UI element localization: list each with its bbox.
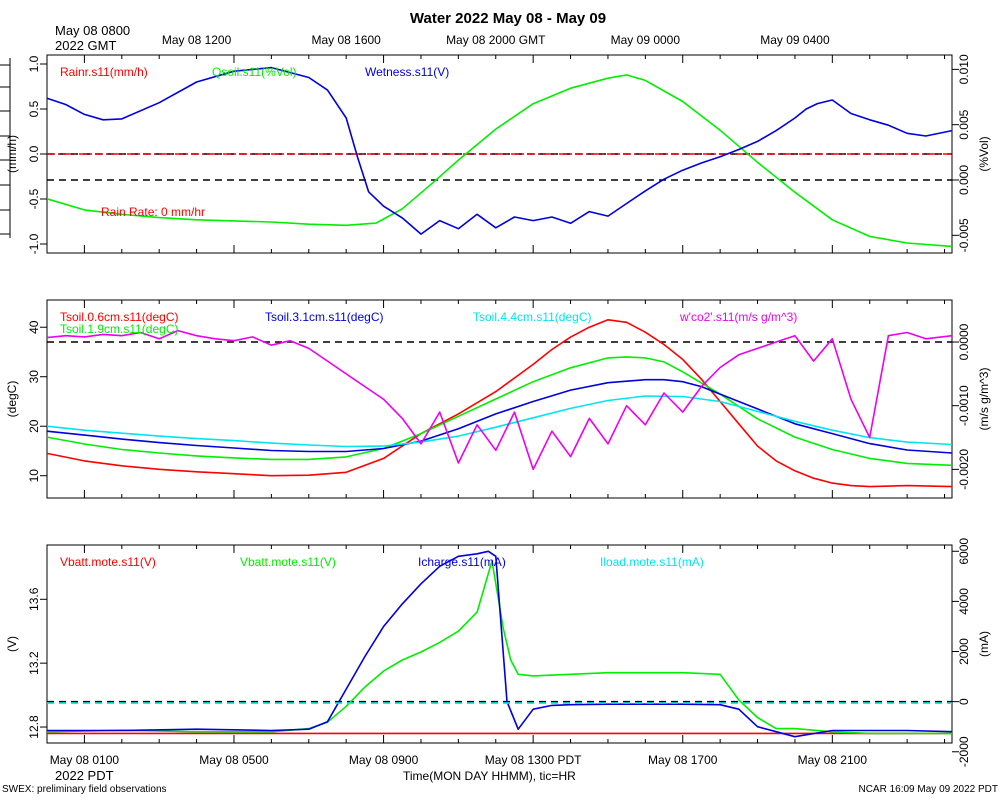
panel3-y-right-axis-label: (mA) (977, 631, 991, 657)
top-axis-corner-label-1: May 08 0800 (55, 23, 130, 38)
panel1-series-line (46, 74, 953, 248)
top-axis-tick-label: May 08 1200 (162, 33, 232, 47)
panel1-y-left-tick-label: 0.5 (27, 100, 41, 117)
panel3-legend-entry: Iload.mote.s11(mA) (600, 555, 704, 569)
bottom-axis-tick-label: May 08 1300 PDT (485, 753, 582, 767)
panel3-y-right-tick-label: 4000 (957, 588, 971, 615)
panel3-frame (46, 544, 953, 744)
panel3-series-line (46, 560, 952, 735)
panel2-series-line (46, 329, 953, 471)
panel3-legend-entry: Icharge.s11(mA) (418, 555, 506, 569)
panel2-series-line (46, 356, 953, 467)
panel3-y-right-tick-label: 2000 (957, 638, 971, 665)
top-axis-tick-label: May 08 2000 GMT (446, 33, 546, 47)
panel2-frame (46, 299, 953, 499)
bottom-axis-tick-label: May 08 2100 (798, 753, 868, 767)
panel1-y-right-tick-label: 0.005 (957, 109, 971, 139)
panel2-legend-entry: Tsoil.0.6cm.s11(degC) (60, 310, 179, 324)
panel3-series-line (47, 550, 953, 738)
panel2-y-right-tick-label: -0.0010 (957, 385, 971, 426)
panel1-y-right-tick-label: 0.000 (957, 165, 971, 195)
panel2-series-line (46, 318, 953, 488)
panel2-legend-entry: w'co2'.s11(m/s g/m^3) (679, 310, 797, 324)
panel3-y-right-tick-label: 6000 (957, 538, 971, 565)
panel2-series-line (46, 378, 953, 454)
bottom-axis-tick-label: May 08 0900 (349, 753, 419, 767)
panel2-y-right-axis-label: (m/s g/m^3) (977, 368, 991, 431)
panel1-annotation: Rain Rate: 0 mm/hr (101, 205, 205, 219)
panel3-y-left-axis-label: (V) (5, 636, 19, 652)
footer-left: SWEX: preliminary field observations (2, 784, 167, 795)
panel3-y-left-tick-label: 12.8 (27, 715, 41, 739)
bottom-axis-year-label: 2022 PDT (55, 768, 114, 783)
panel2-legend-entry: Tsoil.3.1cm.s11(degC) (265, 310, 384, 324)
panel1-y-left-axis-label: (mm/h) (5, 135, 19, 173)
top-axis-tick-label: May 09 0400 (760, 33, 830, 47)
top-axis-tick-label: May 08 1600 (311, 33, 381, 47)
panel3-legend-entry: Vbatt.mote.s11(V) (60, 555, 156, 569)
panel1-y-left-tick-label: 0.0 (27, 145, 41, 162)
bottom-axis-tick-label: May 08 0100 (50, 753, 120, 767)
panel3-y-right-tick-label: -2000 (957, 736, 971, 767)
panel2-y-left-tick-label: 40 (27, 320, 41, 334)
panel2-y-right-tick-label: 0.0000 (957, 323, 971, 360)
panel2-y-left-tick-label: 20 (27, 419, 41, 433)
bottom-axis-tick-label: May 08 1700 (648, 753, 718, 767)
panel1-y-right-axis-label: (%Vol) (977, 136, 991, 171)
panel3-y-left-tick-label: 13.6 (27, 587, 41, 611)
panel3-legend-entry: Vbatt.mote.s11(V) (240, 555, 336, 569)
panel2-y-left-tick-label: 30 (27, 370, 41, 384)
panel1-legend-entry: Qsoil.s11(%Vol) (212, 65, 296, 79)
panel1-legend-entry: Rainr.s11(mm/h) (60, 65, 148, 79)
chart-title: Water 2022 May 08 - May 09 (410, 10, 606, 27)
panel2-legend-entry: Tsoil.4.4cm.s11(degC) (473, 310, 592, 324)
panel1-y-left-tick-label: -1.0 (27, 233, 41, 254)
panel2-y-left-tick-label: 10 (27, 469, 41, 483)
panel1-legend-entry: Wetness.s11(V) (365, 65, 449, 79)
panel3-y-right-tick-label: 0 (957, 698, 971, 705)
panel1-y-left-tick-label: 1.0 (27, 55, 41, 72)
panel1-y-left-tick-label: -0.5 (27, 188, 41, 209)
panel3-y-left-tick-label: 13.2 (27, 651, 41, 675)
panel2-y-left-axis-label: (degC) (5, 381, 19, 418)
x-axis-label: Time(MON DAY HHMM), tic=HR (403, 769, 576, 783)
panel1-series-line (46, 66, 953, 235)
bottom-axis-tick-label: May 08 0500 (199, 753, 269, 767)
panel1-y-right-tick-label: -0.005 (957, 218, 971, 252)
panel1-y-right-tick-label: 0.010 (957, 54, 971, 84)
top-axis-corner-label-2: 2022 GMT (55, 38, 116, 53)
footer-right: NCAR 16:09 May 09 2022 PDT (858, 784, 998, 795)
top-axis-tick-label: May 09 0000 (611, 33, 681, 47)
panel2-legend-entry: Tsoil.1.9cm.s11(degC) (60, 322, 179, 336)
panel2-y-right-tick-label: -0.0020 (957, 449, 971, 490)
panel2-series-line (46, 395, 953, 448)
